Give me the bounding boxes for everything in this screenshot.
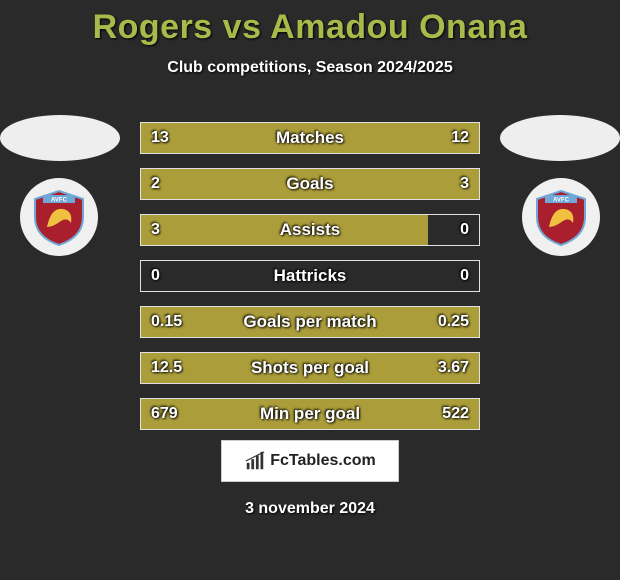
stat-row: 0.150.25Goals per match (140, 306, 480, 338)
svg-text:AVFC: AVFC (553, 198, 570, 204)
bar-fill-right (266, 307, 479, 337)
svg-text:AVFC: AVFC (51, 198, 68, 204)
page-subtitle: Club competitions, Season 2024/2025 (0, 59, 620, 77)
bar-fill-left (141, 215, 428, 245)
stat-row: 30Assists (140, 214, 480, 246)
branding-text: FcTables.com (270, 452, 376, 470)
stat-row: 0 0Hattricks (140, 260, 480, 292)
shield-icon: AVFC (29, 187, 89, 247)
shield-icon: AVFC (531, 187, 591, 247)
bar-fill-left (141, 307, 266, 337)
stat-row: 23Goals (140, 168, 480, 200)
branding-badge: FcTables.com (221, 440, 399, 482)
stat-value-right: 0 (460, 267, 469, 285)
player-photo-left (0, 115, 120, 161)
stat-row: 679522Min per goal (140, 398, 480, 430)
bar-fill-right (401, 353, 479, 383)
stat-value-left: 0 (151, 267, 160, 285)
stat-row: 1312Matches (140, 122, 480, 154)
bar-fill-right (276, 169, 479, 199)
comparison-chart: 1312Matches23Goals30Assists00Hattricks0.… (140, 122, 480, 444)
club-crest-right: AVFC (522, 178, 600, 256)
bar-fill-left (141, 169, 276, 199)
stat-row: 12.53.67Shots per goal (140, 352, 480, 384)
stat-value-right: 0 (460, 221, 469, 239)
page-title: Rogers vs Amadou Onana (0, 0, 620, 47)
club-crest-left: AVFC (20, 178, 98, 256)
bar-fill-left (141, 399, 334, 429)
date-label: 3 november 2024 (0, 500, 620, 518)
chart-icon (244, 450, 266, 472)
bar-fill-right (317, 123, 479, 153)
bar-fill-left (141, 123, 317, 153)
stat-label: Hattricks (141, 266, 479, 286)
player-photo-right (500, 115, 620, 161)
bar-fill-left (141, 353, 401, 383)
bar-fill-right (334, 399, 479, 429)
